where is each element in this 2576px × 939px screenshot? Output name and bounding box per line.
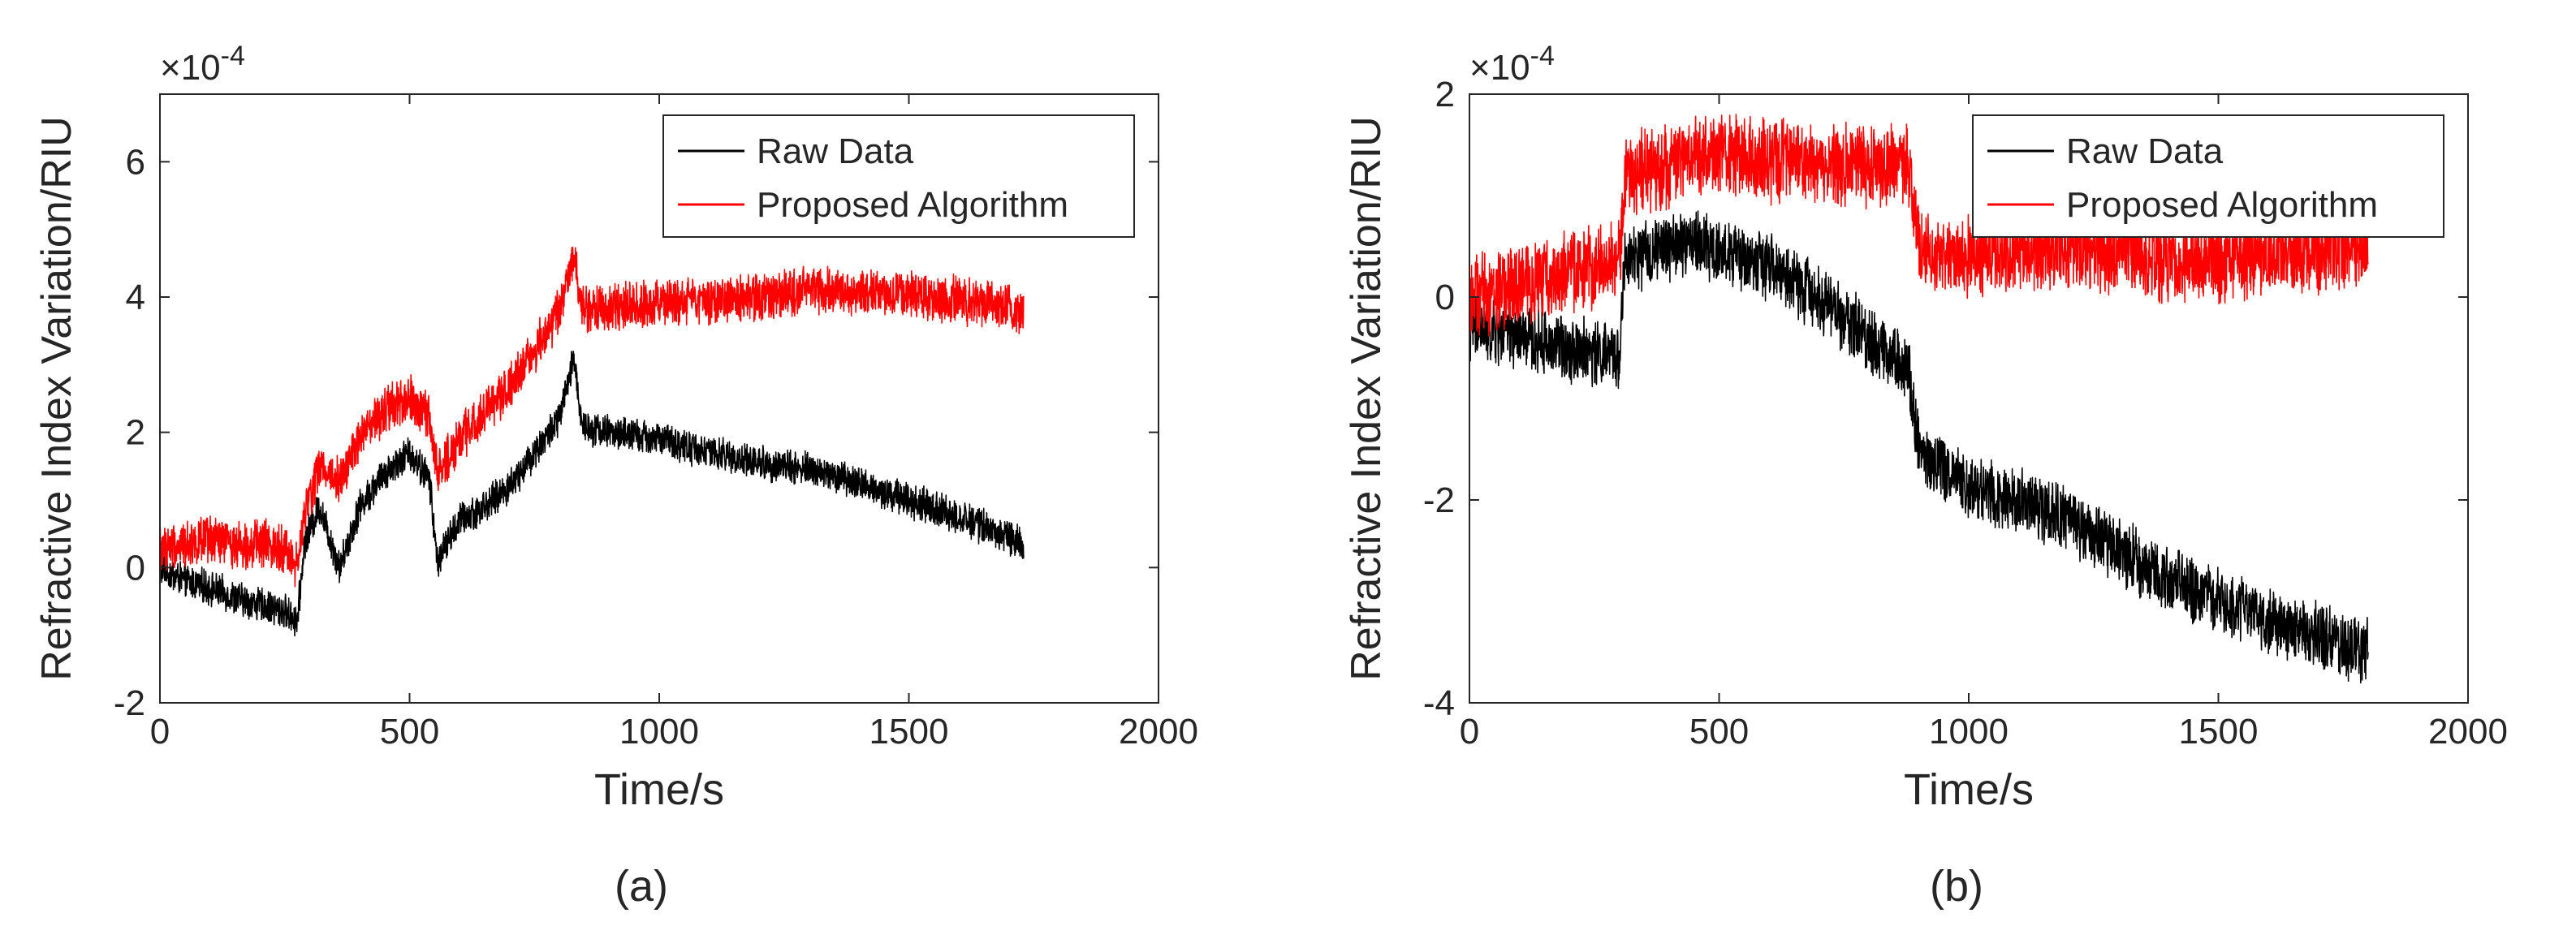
exponent-label: ×10-4	[160, 41, 245, 88]
y-tick-label: 2	[1435, 75, 1455, 114]
y-tick-label: -4	[1423, 683, 1455, 723]
exponent-power: -4	[1530, 41, 1555, 71]
chart-panel-b: 0 500 1000 1500 2000-4-202×10-4Time/sRefract…	[1343, 41, 2508, 911]
exponent-power: -4	[221, 41, 245, 71]
x-axis-label: Time/s	[594, 765, 724, 814]
legend-label-proposed: Proposed Algorithm	[2066, 185, 2378, 225]
x-tick-label: 1000	[1929, 712, 2009, 752]
y-tick-label: 6	[126, 142, 145, 182]
series-line-raw-data	[1469, 210, 2369, 684]
y-tick-label: -2	[114, 683, 145, 723]
x-tick-label: 2000	[2428, 712, 2508, 752]
x-tick-label: 0	[150, 712, 170, 752]
legend-label-raw: Raw Data	[2066, 131, 2224, 171]
x-tick-label: 500	[1689, 712, 1749, 752]
y-tick-label: 2	[126, 413, 145, 453]
series-line-proposed-algorithm	[159, 246, 1025, 588]
series-line-proposed-algorithm	[1469, 114, 2369, 337]
legend: Raw Data Proposed Algorithm	[1972, 114, 2444, 238]
x-tick-label: 1500	[2179, 712, 2259, 752]
exponent-base: ×10	[160, 48, 221, 88]
panel-label: (a)	[615, 862, 668, 911]
exponent-label: ×10-4	[1469, 41, 1555, 88]
legend: Raw Data Proposed Algorithm	[662, 114, 1135, 238]
panel-label: (b)	[1930, 862, 1983, 911]
y-tick-label: 4	[126, 278, 145, 317]
y-axis-label: Refractive Index Variation/RIU	[33, 116, 80, 681]
y-tick-label: 0	[126, 548, 145, 588]
legend-box	[1972, 114, 2444, 238]
chart-panel-a: 0 500 1000 1500 2000-20246×10-4Time/sRefract…	[33, 41, 1198, 911]
y-tick-label: 0	[1435, 278, 1455, 317]
y-tick-label: -2	[1423, 480, 1455, 520]
x-tick-label: 2000	[1119, 712, 1198, 752]
x-tick-label: 1000	[619, 712, 699, 752]
x-tick-label: 0	[1460, 712, 1479, 752]
legend-label-raw: Raw Data	[757, 131, 914, 171]
x-tick-label: 500	[380, 712, 439, 752]
x-axis-label: Time/s	[1904, 765, 2034, 814]
x-tick-label: 1500	[869, 712, 949, 752]
exponent-base: ×10	[1469, 48, 1530, 88]
legend-label-proposed: Proposed Algorithm	[757, 185, 1068, 225]
legend-box	[662, 114, 1135, 238]
y-axis-label: Refractive Index Variation/RIU	[1343, 116, 1390, 681]
series-line-raw-data	[159, 351, 1025, 637]
